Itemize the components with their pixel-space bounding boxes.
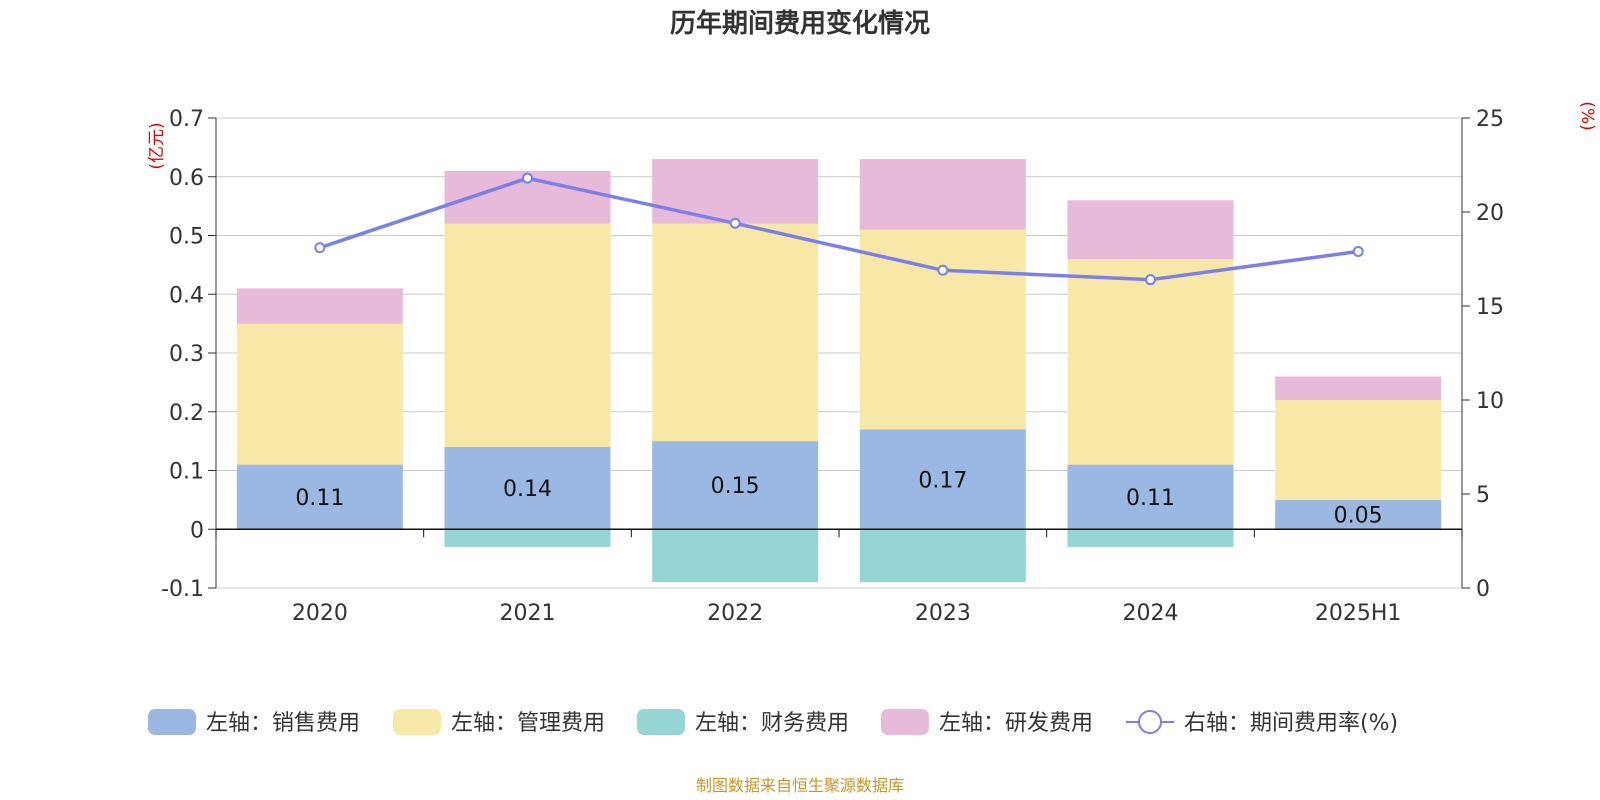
bar-segment: [1275, 499, 1442, 530]
left-tick-label: 0.7: [169, 107, 204, 132]
line-point: [937, 264, 949, 276]
legend: 左轴：销售费用 左轴：管理费用 左轴：财务费用 左轴：研发费用 右轴：期间费用率(%): [148, 709, 1398, 736]
left-tick-label: 0.3: [169, 342, 204, 367]
right-tick-label: 0: [1476, 577, 1490, 602]
right-tick-label: 20: [1476, 201, 1504, 226]
bar-segment: [859, 159, 1026, 230]
bar-segment: [1067, 259, 1234, 465]
axes: -0.1 0 0.1 0.2 0.3 0.4 0.5 0.6 0.7 0 5 10 15 20 25 2020…: [161, 107, 1504, 626]
category-label: 2021: [500, 601, 556, 626]
legend-label: 左轴：管理费用: [451, 711, 605, 736]
legend-swatch: [881, 709, 929, 735]
left-tick-label: 0: [190, 518, 204, 543]
grid-lines: [216, 117, 1462, 589]
bar-segment: [1067, 464, 1234, 530]
bar-segment: [652, 529, 819, 583]
line-point: [1352, 245, 1364, 257]
line-point: [314, 242, 326, 254]
bar-segment: [1275, 400, 1442, 500]
bar-layer: [236, 159, 1442, 583]
category-label: 2024: [1123, 601, 1179, 626]
data-label: 0.14: [503, 477, 552, 502]
source-note: 制图数据来自恒生聚源数据库: [696, 776, 904, 795]
left-axis-unit: (亿元): [147, 122, 167, 169]
data-label: 0.11: [1126, 486, 1175, 511]
right-tick-label: 15: [1476, 295, 1504, 320]
legend-label: 右轴：期间费用率(%): [1184, 711, 1398, 736]
bar-segment: [444, 529, 611, 547]
line-point: [1145, 274, 1156, 286]
legend-swatch: [393, 709, 441, 735]
data-label: 0.05: [1334, 504, 1383, 529]
bar-segment: [444, 447, 611, 530]
bar-segment: [859, 429, 1026, 530]
bar-segment: [1067, 200, 1234, 259]
left-tick-label: 0.4: [169, 283, 204, 308]
legend-label: 左轴：财务费用: [695, 711, 849, 736]
right-tick-label: 5: [1476, 483, 1490, 508]
legend-label: 左轴：研发费用: [939, 711, 1093, 736]
bar-segment: [859, 229, 1026, 430]
bar-segment: [236, 464, 403, 530]
left-tick-label: 0.2: [169, 401, 204, 426]
bar-segment: [652, 159, 819, 224]
legend-swatch: [148, 709, 196, 735]
right-axis-unit: (%): [1577, 101, 1597, 130]
bar-segment: [1067, 529, 1234, 547]
bar-segment: [236, 288, 403, 324]
bar-segment: [236, 323, 403, 465]
right-tick-label: 25: [1476, 107, 1504, 132]
category-label: 2020: [292, 601, 348, 626]
legend-swatch: [637, 709, 685, 735]
bar-segment: [652, 441, 819, 530]
left-tick-label: 0.1: [169, 460, 204, 485]
bar-segment: [1275, 376, 1442, 400]
legend-label: 左轴：销售费用: [206, 711, 360, 736]
line-layer: [314, 172, 1364, 286]
left-tick-label: -0.1: [161, 577, 204, 602]
left-tick-label: 0.5: [169, 225, 204, 250]
category-label: 2025H1: [1315, 601, 1402, 626]
chart-title: 历年期间费用变化情况: [670, 8, 930, 39]
data-label: 0.11: [295, 486, 344, 511]
category-label: 2023: [915, 601, 971, 626]
legend-marker: [1138, 710, 1162, 734]
line-point: [729, 217, 741, 229]
bar-segment: [859, 529, 1026, 583]
label-layer: 0.11 0.14 0.15 0.17 0.11 0.05: [295, 468, 1382, 528]
expense-rate-line: [319, 176, 1359, 282]
line-point: [522, 172, 533, 184]
category-label: 2022: [707, 601, 763, 626]
bar-segment: [444, 223, 611, 447]
data-label: 0.15: [711, 474, 760, 499]
right-tick-label: 10: [1476, 389, 1504, 414]
data-label: 0.17: [918, 468, 967, 493]
left-tick-label: 0.6: [169, 166, 204, 191]
bar-segment: [652, 223, 819, 442]
